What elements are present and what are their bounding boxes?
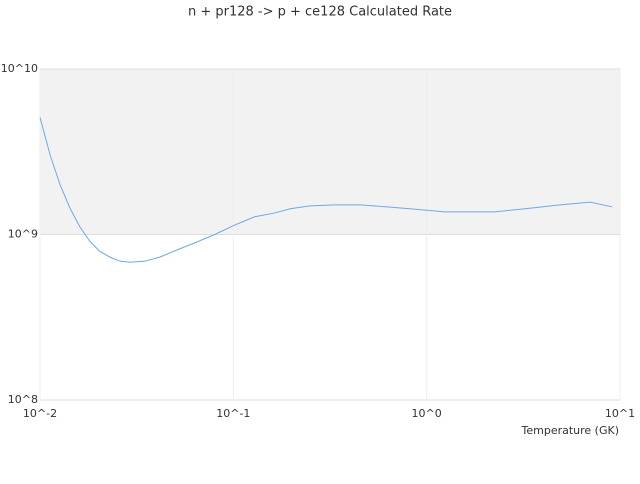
chart-title: n + pr128 -> p + ce128 Calculated Rate xyxy=(188,5,452,20)
x-tick-label: 10^-2 xyxy=(23,407,57,420)
x-tick-label: 10^0 xyxy=(412,407,442,420)
x-tick-label: 10^1 xyxy=(605,407,635,420)
y-tick-label: 10^8 xyxy=(8,393,38,406)
y-tick-label: 10^9 xyxy=(8,228,38,241)
x-axis-label: Temperature (GK) xyxy=(521,424,620,437)
data-line xyxy=(39,117,613,263)
x-tick-label: 10^-1 xyxy=(216,407,250,420)
y-tick-label: 10^10 xyxy=(1,62,38,75)
plot-band xyxy=(40,69,620,235)
